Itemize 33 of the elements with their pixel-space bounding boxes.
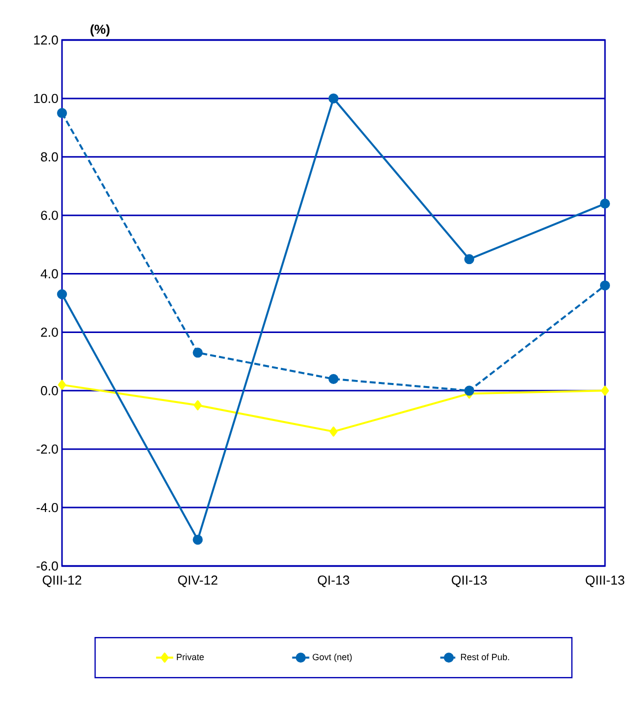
y-tick-label: 10.0: [34, 94, 58, 104]
point: [328, 93, 338, 104]
point: [464, 386, 474, 396]
point: [192, 534, 203, 545]
point: [328, 374, 338, 384]
point: [192, 348, 203, 358]
legend-label: Private: [176, 654, 204, 660]
legend-label: Govt (net): [312, 654, 352, 662]
y-tick-label: -6.0: [36, 561, 58, 571]
x-tick-label: QIII-12: [42, 576, 82, 588]
point: [600, 198, 610, 209]
point: [194, 400, 202, 410]
y-tick-label: -2.0: [36, 444, 58, 454]
y-tick-label: 0.0: [40, 386, 58, 396]
point: [464, 254, 474, 264]
x-tick-label: QII-13: [452, 576, 487, 588]
point: [57, 108, 67, 118]
point: [57, 289, 67, 300]
point: [600, 386, 609, 396]
y-tick-label: 2.0: [41, 328, 58, 337]
y-tick-label: 6.0: [41, 210, 58, 220]
y-axis-title: (%): [90, 24, 110, 36]
y-tick-label: 8.0: [40, 152, 58, 162]
x-tick-label: QI-13: [318, 576, 350, 588]
x-tick-label: QIII-13: [586, 576, 624, 588]
y-tick-label: -4.0: [36, 502, 58, 512]
y-tick-label: 12.0: [34, 35, 58, 45]
point: [600, 280, 610, 290]
legend-label: Rest of Pub.: [461, 654, 510, 660]
x-tick-label: QIV-12: [178, 576, 218, 588]
point: [329, 426, 338, 437]
y-tick-label: 4.0: [40, 269, 58, 278]
point: [58, 380, 66, 390]
